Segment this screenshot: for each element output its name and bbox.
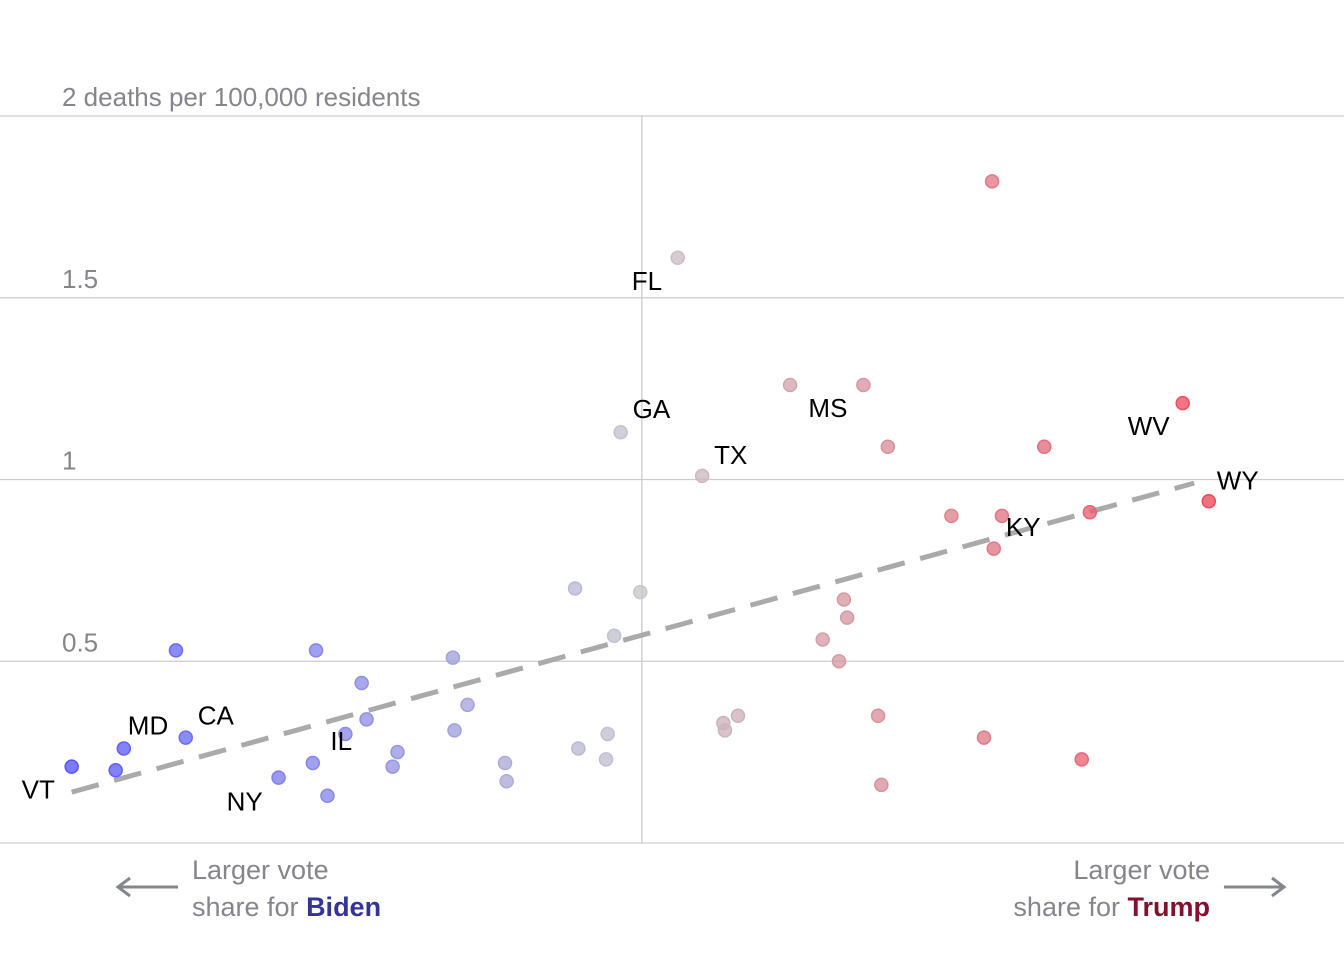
data-points	[64, 174, 1217, 803]
data-point	[815, 632, 830, 647]
data-point	[499, 773, 514, 789]
data-point	[984, 174, 1000, 189]
state-label-ca: CA	[198, 701, 235, 731]
data-point	[606, 628, 622, 644]
data-point	[1074, 752, 1089, 767]
data-point-il	[338, 726, 353, 742]
state-label-ms: MS	[808, 393, 847, 423]
data-point	[567, 581, 583, 596]
data-point	[305, 755, 321, 771]
data-point	[571, 741, 586, 756]
data-point	[944, 508, 959, 524]
trump-annotation-line2: share for Trump	[1013, 889, 1210, 926]
trend-line	[71, 480, 1195, 795]
data-point-md	[116, 741, 132, 756]
data-point	[976, 730, 992, 745]
data-point-ca	[178, 730, 193, 745]
data-point	[730, 708, 746, 724]
data-point	[385, 759, 400, 774]
data-point	[359, 712, 374, 727]
state-label-ky: KY	[1006, 512, 1041, 542]
data-point	[632, 584, 648, 600]
data-point	[836, 592, 852, 607]
trump-annotation-prefix: share for	[1013, 892, 1128, 922]
data-point-ga	[613, 424, 628, 440]
data-point	[354, 675, 369, 691]
data-point	[445, 650, 461, 665]
y-tick-label: 2 deaths per 100,000 residents	[62, 82, 420, 112]
data-point	[839, 610, 855, 625]
state-label-wv: WV	[1128, 411, 1171, 441]
y-tick-label: 1.5	[62, 264, 98, 294]
data-point	[108, 763, 123, 778]
trump-name: Trump	[1127, 892, 1210, 922]
biden-annotation: Larger vote share for Biden	[192, 852, 381, 926]
biden-annotation-line1: Larger vote	[192, 855, 329, 885]
data-point	[986, 541, 1001, 556]
data-point-tx	[694, 468, 710, 484]
trump-annotation-line1: Larger vote	[1073, 855, 1210, 885]
data-point	[1082, 504, 1098, 520]
data-point-vt	[64, 759, 79, 774]
data-point	[308, 643, 324, 658]
data-point-ny	[271, 770, 286, 785]
data-point	[390, 744, 405, 760]
trump-annotation: Larger vote share for Trump	[1013, 852, 1210, 926]
y-tick-label: 0.5	[62, 627, 98, 657]
right-arrow-icon	[1224, 876, 1287, 898]
y-tick-labels: 2 deaths per 100,000 residents 1.5 1 0.5	[62, 82, 420, 657]
grid-lines	[0, 115, 1344, 844]
state-label-md: MD	[128, 710, 168, 740]
biden-name: Biden	[306, 892, 382, 922]
state-label-wy: WY	[1217, 465, 1259, 495]
data-point	[447, 723, 462, 738]
data-point	[831, 654, 847, 669]
y-tick-label: 1	[62, 446, 76, 476]
left-arrow-icon	[115, 876, 178, 898]
data-point-ky	[994, 508, 1010, 524]
data-point	[598, 752, 614, 767]
data-point	[717, 723, 733, 738]
state-label-fl: FL	[632, 266, 662, 296]
data-point-wv	[1175, 395, 1190, 411]
state-label-ny: NY	[227, 787, 263, 817]
data-point	[497, 755, 513, 771]
data-point	[600, 726, 615, 742]
state-label-tx: TX	[714, 440, 747, 470]
data-point	[782, 377, 798, 393]
state-label-vt: VT	[22, 775, 55, 805]
data-point	[870, 708, 886, 724]
data-point	[874, 777, 889, 793]
state-labels: VT MD CA NY IL GA FL TX MS KY WV WY	[22, 266, 1259, 817]
data-point	[1036, 439, 1052, 455]
data-point-wy	[1201, 494, 1217, 509]
biden-annotation-prefix: share for	[192, 892, 307, 922]
data-point	[460, 697, 475, 713]
data-point-ms	[856, 377, 871, 393]
data-point	[320, 788, 335, 803]
state-label-ga: GA	[633, 394, 671, 424]
data-point	[880, 439, 896, 455]
state-label-il: IL	[330, 726, 352, 756]
data-point-fl	[670, 250, 685, 266]
biden-annotation-line2: share for Biden	[192, 889, 381, 926]
data-point	[168, 643, 184, 658]
